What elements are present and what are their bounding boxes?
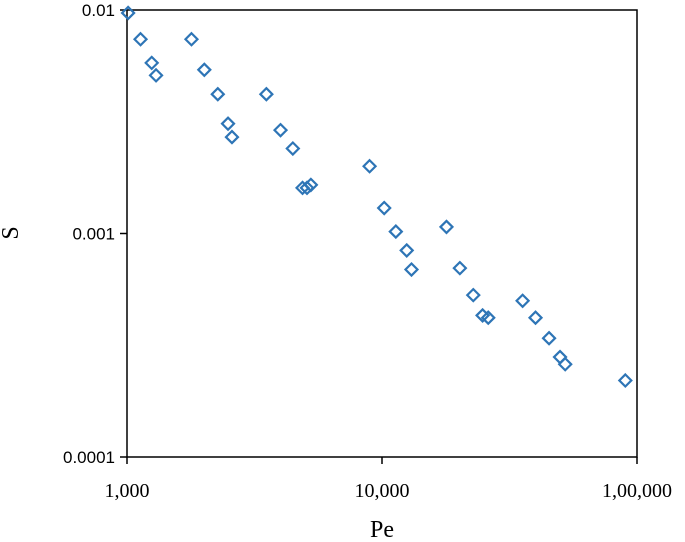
data-point [399, 242, 415, 258]
data-point [220, 116, 236, 132]
x-tick-label: 1,00,000 [602, 480, 672, 502]
data-point [465, 287, 481, 303]
data-point [303, 177, 319, 193]
data-point [552, 349, 568, 365]
data-point [403, 261, 420, 278]
data-point [527, 310, 544, 326]
data-point [196, 62, 212, 78]
data-point [183, 31, 200, 47]
data-point [452, 260, 468, 276]
y-tick-label: 0.0001 [63, 448, 115, 467]
x-tick-label: 10,000 [355, 480, 410, 502]
data-point [224, 129, 240, 145]
y-axis-title: S [0, 226, 24, 239]
data-point [376, 200, 392, 216]
data-point [148, 67, 164, 83]
y-tick-label: 0.001 [72, 225, 115, 244]
data-point [617, 372, 633, 389]
data-point [541, 330, 557, 346]
data-point [285, 140, 301, 157]
data-point [362, 158, 378, 174]
data-point [475, 307, 491, 323]
data-point [210, 86, 226, 102]
x-tick-labels: 1,000 10,000 1,00,000 [105, 480, 673, 502]
data-point [132, 31, 149, 47]
x-tick-label: 1,000 [105, 480, 150, 502]
x-axis-title: Pe [370, 517, 394, 542]
data-point [272, 122, 289, 138]
data-point [299, 180, 315, 196]
y-tick-labels: 0.0001 0.001 0.01 [63, 1, 115, 467]
axis-ticks [120, 9, 638, 464]
data-point [120, 5, 136, 21]
data-points [120, 5, 633, 389]
data-point [557, 356, 573, 372]
data-point [388, 224, 404, 240]
data-point [515, 293, 531, 309]
data-point [480, 310, 496, 326]
data-point [144, 55, 160, 71]
data-point [438, 219, 455, 235]
plot-frame [126, 9, 638, 458]
data-point [258, 86, 274, 102]
y-tick-label: 0.01 [82, 1, 115, 20]
